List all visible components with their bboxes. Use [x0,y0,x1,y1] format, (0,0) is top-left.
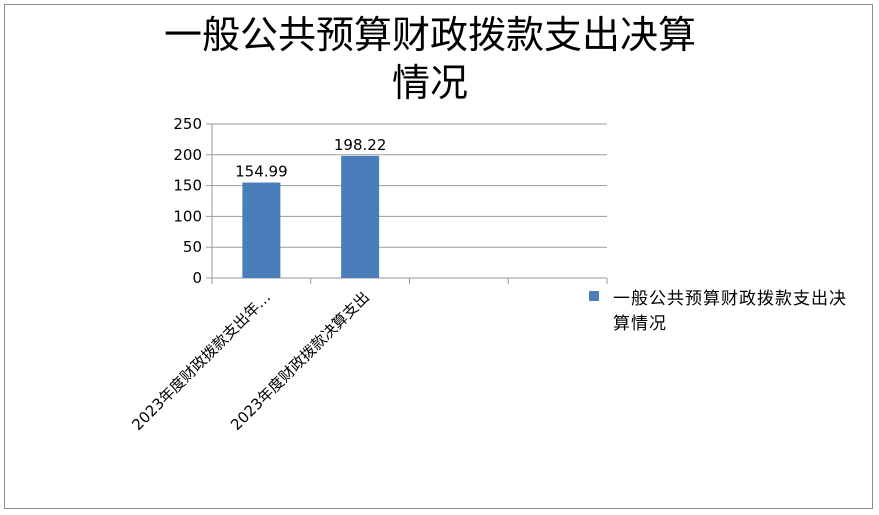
y-tick-label: 150 [173,177,202,195]
data-label: 198.22 [334,136,387,154]
chart-title-line2: 情况 [391,61,468,105]
data-label: 154.99 [235,163,288,181]
chart-title-line1: 一般公共预算财政拨款支出决算 [163,13,696,57]
y-tick-label: 0 [192,269,202,287]
legend-series-name: 一般公共预算财政拨款支出决算情况 [613,289,847,334]
y-tick-label: 200 [173,146,202,164]
bar [341,155,380,278]
legend-swatch [589,291,599,301]
chart-frame [4,4,873,509]
y-tick-label: 100 [173,207,202,225]
y-tick-label: 50 [183,238,202,256]
y-tick-label: 250 [173,115,202,133]
bar [242,182,281,278]
